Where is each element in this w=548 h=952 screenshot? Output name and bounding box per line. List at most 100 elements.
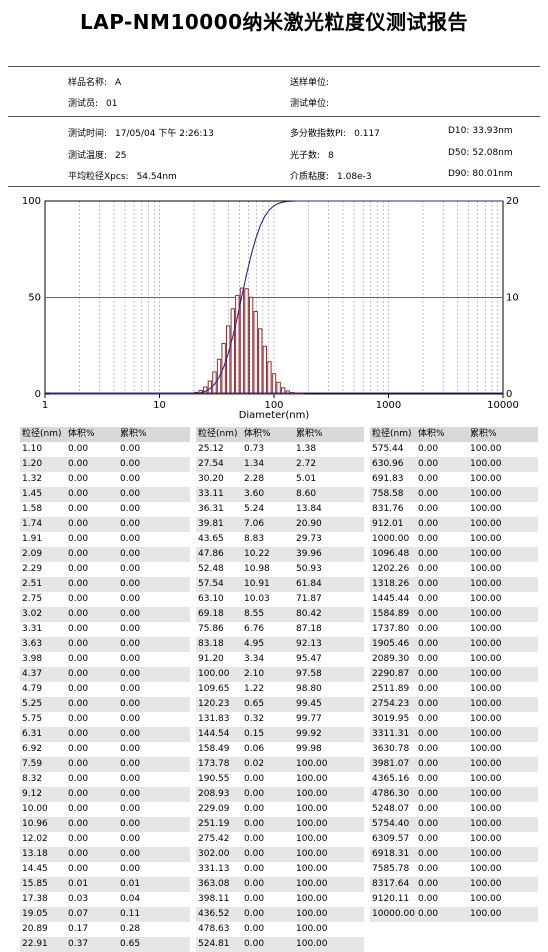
temp-field: 测试温度:25 xyxy=(68,148,127,161)
d10-label: D10: xyxy=(448,126,469,136)
tester-label: 测试员: xyxy=(68,96,98,109)
table-cell: 0.00 xyxy=(68,472,88,487)
table-cell: 0.00 xyxy=(68,682,88,697)
table-cell: 144.54 xyxy=(198,727,230,742)
table-cell: 0.00 xyxy=(68,562,88,577)
table-cell: 0.00 xyxy=(120,592,140,607)
table-cell: 1202.26 xyxy=(372,562,409,577)
table-cell: 0.00 xyxy=(68,817,88,832)
table-cell: 100.00 xyxy=(470,742,502,757)
table-cell: 0.00 xyxy=(244,787,264,802)
table-cell: 63.10 xyxy=(198,592,224,607)
table-cell: 1584.89 xyxy=(372,607,409,622)
table-cell: 1318.26 xyxy=(372,577,409,592)
table-cell: 1737.80 xyxy=(372,622,409,637)
table-header: 粒径(nm)体积%累积% xyxy=(370,427,538,442)
table-cell: 0.00 xyxy=(418,832,438,847)
tester-value: 01 xyxy=(106,99,117,109)
table-cell: 100.00 xyxy=(470,862,502,877)
table-cell: 98.80 xyxy=(296,682,322,697)
table-cell: 0.00 xyxy=(418,742,438,757)
table-cell: 5248.07 xyxy=(372,802,409,817)
table-cell: 8317.64 xyxy=(372,877,409,892)
table-cell: 0.00 xyxy=(120,697,140,712)
table-cell: 3.98 xyxy=(22,652,42,667)
table-cell: 2.51 xyxy=(22,577,42,592)
volume-bar xyxy=(259,329,262,394)
table-cell: 173.78 xyxy=(198,757,230,772)
table-cell: 50.93 xyxy=(296,562,322,577)
table-cell: 0.00 xyxy=(418,712,438,727)
table-cell: 0.00 xyxy=(120,487,140,502)
table-cell: 1000.00 xyxy=(372,532,409,547)
table-cell: 100.00 xyxy=(470,697,502,712)
table-cell: 0.00 xyxy=(68,622,88,637)
table-cell: 100.00 xyxy=(470,772,502,787)
table-cell: 0.00 xyxy=(418,487,438,502)
table-cell: 29.73 xyxy=(296,532,322,547)
table-cell: 0.00 xyxy=(120,772,140,787)
table-cell: 0.00 xyxy=(418,697,438,712)
table-cell: 0.00 xyxy=(418,682,438,697)
table-cell: 20.90 xyxy=(296,517,322,532)
table-cell: 302.00 xyxy=(198,847,230,862)
table-cell: 0.00 xyxy=(418,862,438,877)
table-cell: 0.00 xyxy=(418,772,438,787)
volume-bar xyxy=(272,374,275,394)
table-cell: 2.10 xyxy=(244,667,264,682)
table-cell: 0.00 xyxy=(418,847,438,862)
table-cell: 0.00 xyxy=(418,592,438,607)
volume-bar xyxy=(295,393,298,394)
table-cell: 100.00 xyxy=(470,592,502,607)
pdi-label: 多分散指数PI: xyxy=(290,126,346,139)
table-cell: 0.00 xyxy=(68,487,88,502)
table-cell: 0.00 xyxy=(120,637,140,652)
table-cell: 0.32 xyxy=(244,712,264,727)
table-cell: 5.01 xyxy=(296,472,316,487)
table-cell: 0.00 xyxy=(244,907,264,922)
table-cell: 0.00 xyxy=(68,592,88,607)
table-cell: 3981.07 xyxy=(372,757,409,772)
table-cell: 1445.44 xyxy=(372,592,409,607)
table-cell: 92.13 xyxy=(296,637,322,652)
d90-value: 80.01nm xyxy=(472,169,512,179)
test-time-label: 测试时间: xyxy=(68,126,107,139)
avg-size-field: 平均粒径Xpcs:54.54nm xyxy=(68,169,177,182)
y-left-tick-label: 50 xyxy=(28,293,41,304)
table-cell: 99.45 xyxy=(296,697,322,712)
table-cell: 10.03 xyxy=(244,592,270,607)
table-cell: 0.00 xyxy=(244,832,264,847)
table-cell: 100.00 xyxy=(296,937,328,952)
table-cell: 1096.48 xyxy=(372,547,409,562)
table-cell: 0.00 xyxy=(418,667,438,682)
table-cell: 14.45 xyxy=(22,862,48,877)
table-cell: 3019.95 xyxy=(372,712,409,727)
table-cell: 0.17 xyxy=(68,922,88,937)
d50-label: D50: xyxy=(448,148,469,158)
table-cell: 2.72 xyxy=(296,457,316,472)
